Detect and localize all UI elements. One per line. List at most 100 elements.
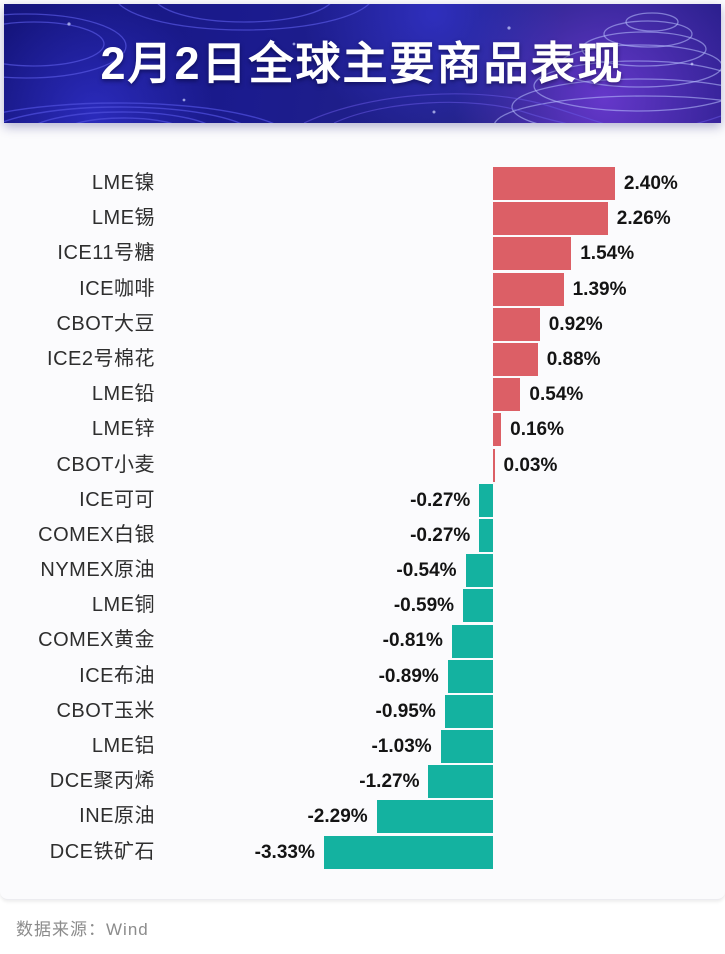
value-label: 0.16% xyxy=(510,419,564,441)
bar-row: LME锡 2.26% xyxy=(0,201,725,236)
category-label: CBOT玉米 xyxy=(56,699,155,722)
value-label: 0.03% xyxy=(503,454,558,476)
bar-track: -0.27% xyxy=(160,483,725,518)
category-label: CBOT小麦 xyxy=(56,453,155,476)
bar-row: NYMEX原油 -0.54% xyxy=(0,553,725,588)
bar-row: COMEX黄金 -0.81% xyxy=(0,623,725,658)
value-label: -0.54% xyxy=(396,560,457,582)
bar xyxy=(493,202,608,236)
bar-track: 0.16% xyxy=(160,412,725,447)
category-label: LME铝 xyxy=(91,735,155,757)
bar xyxy=(479,483,493,517)
bar xyxy=(493,413,502,447)
bar xyxy=(493,307,540,341)
bar xyxy=(493,237,572,271)
bar-track: -0.54% xyxy=(160,553,725,588)
bar xyxy=(447,659,493,693)
category-label: INE原油 xyxy=(79,805,155,828)
value-label: 1.39% xyxy=(572,278,627,300)
bar xyxy=(493,272,564,306)
bar-track: 2.40% xyxy=(160,166,725,201)
value-label: -2.29% xyxy=(307,806,368,828)
category-label: DCE聚丙烯 xyxy=(49,770,155,793)
bar xyxy=(463,589,493,623)
value-label: -0.81% xyxy=(382,630,443,652)
bar-row: ICE2号棉花 0.88% xyxy=(0,342,725,377)
bar-row: CBOT小麦 0.03% xyxy=(0,448,725,483)
category-label: LME铅 xyxy=(91,383,155,406)
value-label: 0.54% xyxy=(529,384,584,406)
bar xyxy=(428,765,493,799)
bar-row: CBOT玉米 -0.95% xyxy=(0,694,725,729)
bar-track: -2.29% xyxy=(160,799,725,834)
bar-row: ICE可可 -0.27% xyxy=(0,483,725,518)
category-label: ICE2号棉花 xyxy=(47,347,155,370)
bar xyxy=(376,800,493,834)
value-label: 0.88% xyxy=(546,348,601,370)
value-label: -3.33% xyxy=(254,841,315,863)
value-label: 1.54% xyxy=(580,243,635,265)
value-label: 2.40% xyxy=(623,173,678,194)
value-label: 0.92% xyxy=(548,313,603,335)
category-label: LME镍 xyxy=(91,172,155,194)
bar-row: LME镍 2.40% xyxy=(0,166,725,201)
bar-row: DCE聚丙烯 -1.27% xyxy=(0,764,725,799)
bar xyxy=(493,378,521,412)
banner-topographic-art xyxy=(4,4,721,123)
category-label: CBOT大豆 xyxy=(56,312,155,335)
value-label: -0.89% xyxy=(378,665,439,687)
bar-track: -0.59% xyxy=(160,588,725,623)
bar-row: ICE咖啡 1.39% xyxy=(0,272,725,307)
bar xyxy=(451,624,493,658)
bar-row: LME铝 -1.03% xyxy=(0,729,725,764)
category-label: LME锡 xyxy=(91,207,155,230)
bar-row: INE原油 -2.29% xyxy=(0,799,725,834)
bar-row: LME铜 -0.59% xyxy=(0,588,725,623)
bar xyxy=(323,835,493,869)
bar xyxy=(444,694,493,728)
value-label: -0.95% xyxy=(375,700,436,722)
bar-row: ICE11号糖 1.54% xyxy=(0,236,725,271)
bar-row: DCE铁矿石 -3.33% xyxy=(0,835,725,870)
bar xyxy=(493,448,495,482)
bar xyxy=(493,167,615,201)
page-title: 2月2日全球主要商品表现 xyxy=(100,38,625,89)
bar-track: -1.27% xyxy=(160,764,725,799)
bar-row: CBOT大豆 0.92% xyxy=(0,307,725,342)
bar-track: 0.54% xyxy=(160,377,725,412)
category-label: NYMEX原油 xyxy=(40,559,155,582)
bar-row: COMEX白银 -0.27% xyxy=(0,518,725,553)
category-label: DCE铁矿石 xyxy=(49,840,155,863)
content-card: 2月2日全球主要商品表现 LME镍 2.40% LME锡 2.26% ICE11号糖 1.… xyxy=(0,4,725,900)
category-label: ICE11号糖 xyxy=(57,242,155,265)
bar-row: LME锌 0.16% xyxy=(0,412,725,447)
bar-row: ICE布油 -0.89% xyxy=(0,659,725,694)
bar xyxy=(493,343,538,377)
bar xyxy=(440,730,493,764)
value-label: 2.26% xyxy=(616,208,671,230)
category-label: LME锌 xyxy=(91,418,155,441)
category-label: COMEX白银 xyxy=(38,523,155,546)
bar-track: 0.92% xyxy=(160,307,725,342)
bar-track: -0.81% xyxy=(160,623,725,658)
category-label: ICE咖啡 xyxy=(79,277,155,300)
bar-track: -3.33% xyxy=(160,835,725,870)
bar-row: LME铅 0.54% xyxy=(0,377,725,412)
bar xyxy=(465,554,493,588)
category-label: ICE可可 xyxy=(79,488,155,511)
bar-track: 0.03% xyxy=(160,448,725,483)
bar-track: 2.26% xyxy=(160,201,725,236)
bar-track: -0.27% xyxy=(160,518,725,553)
bar-track: 0.88% xyxy=(160,342,725,377)
header-banner: 2月2日全球主要商品表现 xyxy=(4,4,721,123)
category-label: ICE布油 xyxy=(79,664,155,687)
value-label: -1.27% xyxy=(359,771,420,793)
bar-track: -0.95% xyxy=(160,694,725,729)
category-label: LME铜 xyxy=(91,594,155,617)
value-label: -0.27% xyxy=(410,489,471,511)
data-source: 数据来源：Wind xyxy=(16,920,149,939)
bar-track: -1.03% xyxy=(160,729,725,764)
bar-track: 1.39% xyxy=(160,272,725,307)
bar-track: 1.54% xyxy=(160,236,725,271)
commodity-bar-chart: LME镍 2.40% LME锡 2.26% ICE11号糖 1.54% ICE咖啡 1.39%… xyxy=(0,166,725,870)
